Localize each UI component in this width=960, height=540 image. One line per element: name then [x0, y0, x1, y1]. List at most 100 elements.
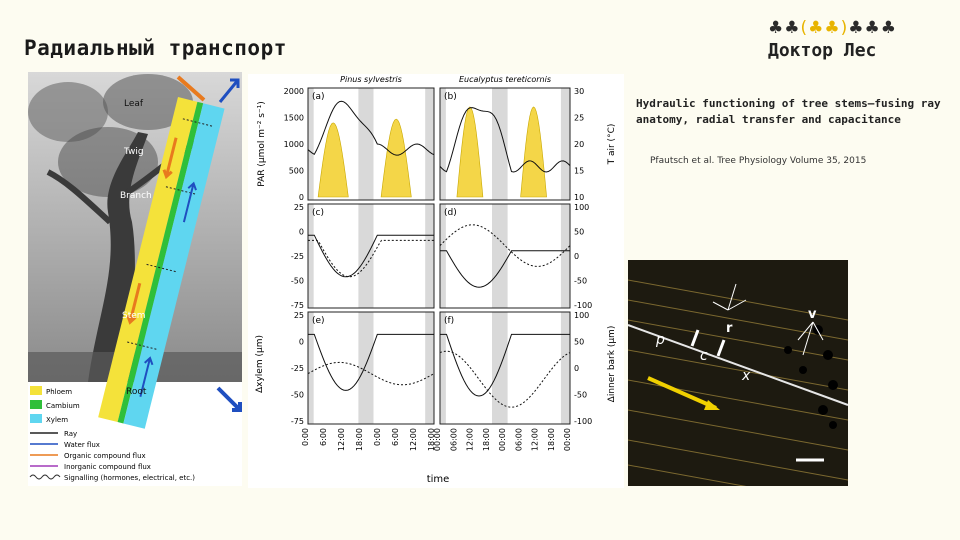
x-tick-label: 6:00: [391, 428, 400, 446]
x-tick-label: 06:00: [514, 428, 523, 451]
y-tick-label: 500: [289, 167, 304, 176]
temp-line: [439, 107, 571, 173]
legend-phloem-swatch: [30, 386, 42, 395]
par-area: [520, 106, 547, 198]
xylem-line: [440, 333, 570, 397]
night-shade: [358, 88, 374, 200]
micro-label-x: x: [741, 368, 751, 384]
y-tick-label: -25: [291, 252, 304, 261]
plot-frame: [439, 311, 571, 425]
x-tick-label: 0:00: [373, 428, 382, 446]
night-shade: [425, 312, 434, 424]
legend-item: Phloem: [46, 388, 72, 396]
x-tick-label: 18:00: [355, 428, 364, 451]
y-tick-label: 15: [574, 167, 584, 176]
night-shade: [308, 88, 314, 200]
label-branch: Branch: [120, 191, 152, 201]
label-root: Root: [126, 387, 147, 397]
chart-svg: Pinus sylvestris Eucalyptus tereticornis(…: [255, 75, 617, 485]
temp-line: [307, 100, 435, 156]
y-tick-label: -75: [291, 301, 304, 310]
night-shade: [560, 204, 570, 308]
legend-item: Water flux: [64, 441, 100, 449]
night-shade: [425, 88, 434, 200]
y-tick-label: 25: [294, 203, 304, 212]
y-tick-label: 20: [574, 140, 584, 149]
direction-arrow: [704, 400, 720, 410]
logo: ♣♣(♣♣)♣♣♣ Доктор Лес: [768, 18, 918, 61]
night-shade: [358, 312, 374, 424]
legend-xylem-swatch: [30, 414, 42, 423]
night-shade: [358, 204, 374, 308]
y-tick-label: 50: [574, 228, 584, 237]
par-area: [317, 122, 349, 198]
night-shade: [425, 204, 434, 308]
panel-label: (d): [444, 208, 457, 218]
bark-line: [439, 350, 571, 408]
chart-figure: Pinus sylvestris Eucalyptus tereticornis(…: [248, 74, 624, 488]
legend-item: Cambium: [46, 402, 80, 410]
logo-text: Доктор Лес: [768, 40, 877, 61]
tree-figure: Leaf Twig Branch Stem Root Phloem Cambiu…: [28, 72, 242, 486]
legend-item: Signalling (hormones, electrical, etc.): [64, 474, 195, 482]
night-shade: [560, 312, 570, 424]
y-tick-label: 100: [574, 203, 589, 212]
y-tick-label: -100: [574, 417, 592, 426]
y-tick-label: 25: [574, 114, 584, 123]
plot-frame: [439, 203, 571, 309]
y-tick-label: -50: [291, 391, 304, 400]
x-tick-label: 12:00: [466, 428, 475, 451]
legend-cambium-swatch: [30, 400, 42, 409]
micro-label-c: c: [700, 348, 708, 364]
y-tick-label: 30: [574, 87, 584, 96]
x-tick-label: 12:00: [409, 428, 418, 451]
legend-item: Inorganic compound flux: [64, 463, 151, 471]
stem-diagram: [98, 96, 225, 429]
slide-title: Радиальный транспорт: [24, 36, 287, 60]
night-shade: [492, 88, 508, 200]
tree-icon: ♣♣(♣♣)♣♣♣: [768, 18, 897, 38]
y-tick-label: 0: [299, 228, 304, 237]
panel-label: (f): [444, 316, 454, 326]
y-axis-label: PAR (μmol m⁻² s⁻¹): [257, 101, 267, 187]
legend-item: Organic compound flux: [64, 452, 146, 460]
x-tick-label: 00:00: [498, 428, 507, 451]
column-title: Eucalyptus tereticornis: [459, 75, 551, 84]
label-twig: Twig: [123, 147, 144, 157]
x-tick-label: 18:00: [427, 428, 436, 451]
y-tick-label: 2000: [284, 87, 304, 96]
y-tick-label: -50: [574, 391, 587, 400]
par-area: [380, 118, 412, 198]
y-tick-label: 100: [574, 311, 589, 320]
night-shade: [308, 204, 314, 308]
micro-label-p: p: [655, 332, 665, 348]
y-tick-label: -75: [291, 417, 304, 426]
micro-label-r: r: [726, 321, 733, 336]
x-tick-label: 12:00: [337, 428, 346, 451]
legend-item: Xylem: [46, 416, 68, 424]
y-tick-label: -50: [291, 277, 304, 286]
y-tick-label: 50: [574, 338, 584, 347]
xylem-line: [308, 234, 434, 278]
y-tick-label: 10: [574, 193, 584, 202]
micrograph: r v p c x: [628, 260, 848, 486]
y-tick-label: 1000: [284, 140, 304, 149]
plot-frame: [307, 203, 435, 309]
x-tick-label: 6:00: [319, 428, 328, 446]
y-axis-label-right: Δinner bark (μm): [607, 326, 617, 403]
micro-label-v: v: [808, 307, 817, 322]
y-axis-label-right: T air (°C): [607, 124, 617, 166]
citation: Pfautsch et al. Tree Physiology Volume 3…: [650, 156, 867, 166]
y-tick-label: -100: [574, 301, 592, 310]
y-tick-label: 0: [299, 338, 304, 347]
xylem-line: [440, 250, 570, 288]
x-tick-label: 18:00: [482, 428, 491, 451]
xylem-line: [308, 333, 434, 391]
y-tick-label: 1500: [284, 114, 304, 123]
micrograph-svg: r v p c x: [628, 279, 848, 486]
night-shade: [440, 204, 446, 308]
x-axis-label: time: [427, 474, 450, 485]
night-shade: [560, 88, 570, 200]
label-stem: Stem: [122, 311, 146, 321]
panel-label: (c): [312, 208, 324, 218]
